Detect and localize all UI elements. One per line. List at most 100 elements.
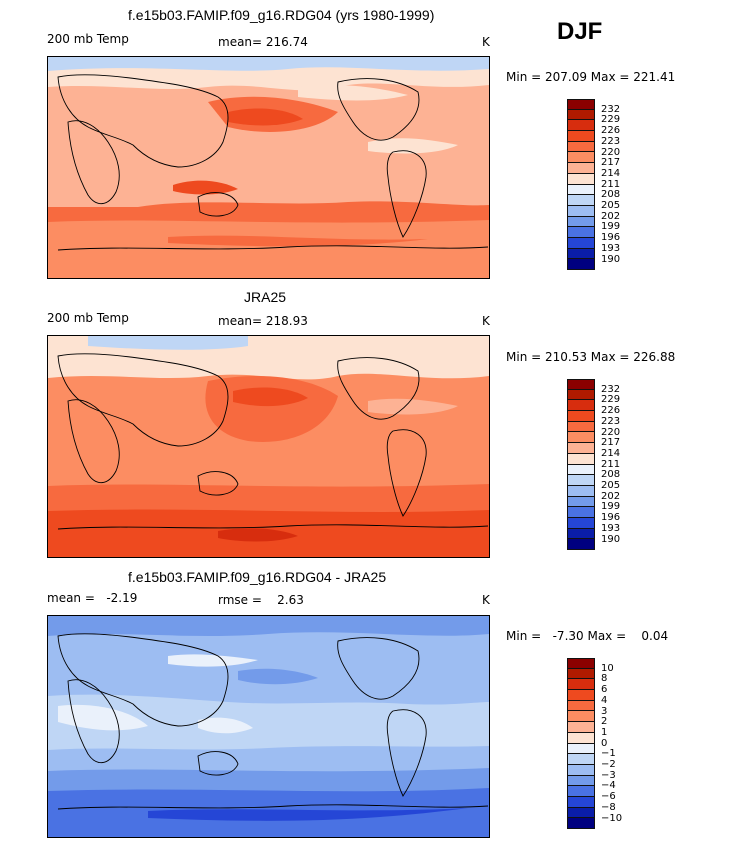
colorbar-tick-label: 208 bbox=[601, 469, 621, 481]
panel-3-units-label: K bbox=[482, 593, 490, 607]
southern-coldest-core bbox=[148, 808, 468, 821]
coast-australia bbox=[197, 471, 239, 496]
colorbar-tick-label: 202 bbox=[601, 490, 621, 502]
colorbar-swatch bbox=[567, 152, 595, 164]
southern-mid-band bbox=[48, 220, 489, 278]
coast-antarctica bbox=[57, 245, 489, 251]
colorbar-swatch bbox=[567, 700, 595, 712]
coast-antarctica bbox=[57, 804, 489, 810]
colorbar-swatch bbox=[567, 690, 595, 701]
coast-south-america bbox=[386, 150, 427, 238]
colorbar-tick-label: 229 bbox=[601, 114, 621, 126]
colorbar-swatch bbox=[567, 679, 595, 691]
panel-2-colorbar-boxes bbox=[567, 379, 595, 550]
coast-eurasia bbox=[57, 633, 229, 727]
colorbar-tick-label: 217 bbox=[601, 437, 621, 449]
panel-1-map-plot bbox=[48, 57, 489, 278]
colorbar-swatch bbox=[567, 443, 595, 454]
colorbar-swatch bbox=[567, 453, 595, 465]
colorbar-tick-label: 199 bbox=[601, 501, 621, 513]
colorbar-tick-label: 205 bbox=[601, 200, 621, 211]
panel-2-map bbox=[47, 335, 490, 558]
colorbar-tick-label: 1 bbox=[601, 726, 608, 738]
panel-1-map bbox=[47, 56, 490, 279]
colorbar-swatch bbox=[567, 389, 595, 401]
panel-2-colorbar: 232 229 226 223 220 217 214 211 208 205 202 199 196 1… bbox=[567, 379, 620, 550]
colorbar-tick-label: 226 bbox=[601, 405, 621, 417]
colorbar-tick-label: 223 bbox=[601, 135, 621, 147]
coastlines bbox=[57, 353, 489, 530]
maritime-continent-warm bbox=[173, 180, 238, 195]
colorbar-tick-label: 229 bbox=[601, 394, 621, 406]
colorbar-tick-label: 196 bbox=[601, 232, 621, 244]
pacific-cold-patch bbox=[238, 668, 318, 685]
colorbar-swatch bbox=[567, 141, 595, 153]
africa-weak-patch bbox=[58, 704, 148, 731]
panel-1-colorbar-boxes bbox=[567, 99, 595, 270]
colorbar-swatch bbox=[567, 796, 595, 808]
southern-jet bbox=[168, 235, 428, 247]
pacific-warm-core bbox=[233, 387, 308, 407]
colorbar-tick-label: 214 bbox=[601, 167, 621, 179]
panel-3-map bbox=[47, 615, 490, 838]
coast-eurasia bbox=[57, 74, 229, 168]
arctic-band bbox=[48, 57, 489, 71]
coastlines bbox=[57, 74, 489, 251]
coastlines bbox=[57, 633, 489, 810]
colorbar-swatch bbox=[567, 184, 595, 196]
southern-hot-core bbox=[218, 528, 298, 542]
colorbar-tick-label: 6 bbox=[601, 684, 608, 696]
season-label: DJF bbox=[557, 18, 603, 45]
panel-1-mean-label: mean= 216.74 bbox=[218, 35, 308, 49]
colorbar-swatch bbox=[567, 539, 595, 550]
colorbar-swatch bbox=[567, 658, 595, 669]
coast-north-america bbox=[337, 637, 420, 700]
colorbar-swatch bbox=[567, 227, 595, 238]
colorbar-tick-label: 202 bbox=[601, 210, 621, 222]
panel-3-mean-label: mean = -2.19 bbox=[47, 591, 138, 605]
colorbar-tick-label: −6 bbox=[601, 791, 616, 803]
colorbar-tick-label: 232 bbox=[601, 103, 621, 115]
colorbar-tick-label: 2 bbox=[601, 716, 608, 728]
colorbar-tick-label: 211 bbox=[601, 178, 621, 190]
arctic-band bbox=[48, 616, 489, 636]
colorbar-swatch bbox=[567, 379, 595, 390]
colorbar-swatch bbox=[567, 421, 595, 433]
tropical-light-band bbox=[48, 694, 489, 750]
panel-1-range-label: Min = 207.09 Max = 221.41 bbox=[506, 70, 676, 84]
colorbar-swatch bbox=[567, 786, 595, 797]
colorbar-swatch bbox=[567, 732, 595, 744]
colorbar-swatch bbox=[567, 237, 595, 249]
colorbar-tick-label: 223 bbox=[601, 415, 621, 427]
colorbar-tick-label: 3 bbox=[601, 705, 608, 717]
panel-3-colorbar: 10 8 6 4 3 2 1 0 −1 −2 −3 −4 −6 −8 −10 bbox=[567, 658, 622, 829]
colorbar-swatch bbox=[567, 722, 595, 733]
colorbar-swatch bbox=[567, 507, 595, 518]
colorbar-tick-label: 10 bbox=[601, 662, 614, 674]
colorbar-tick-label: 217 bbox=[601, 157, 621, 169]
colorbar-swatch bbox=[567, 818, 595, 829]
colorbar-tick-label: 220 bbox=[601, 426, 621, 438]
colorbar-swatch bbox=[567, 400, 595, 412]
colorbar-tick-label: 226 bbox=[601, 125, 621, 137]
colorbar-tick-label: 0 bbox=[601, 737, 608, 749]
coast-africa bbox=[67, 679, 120, 764]
panel-3-title: f.e15b03.FAMIP.f09_g16.RDG04 - JRA25 bbox=[128, 569, 387, 585]
atlantic-cool bbox=[368, 398, 458, 415]
colorbar-tick-label: 190 bbox=[601, 533, 621, 545]
colorbar-swatch bbox=[567, 173, 595, 185]
coast-north-america bbox=[337, 78, 420, 141]
tropical-atlantic-cool bbox=[368, 138, 458, 154]
panel-2-mean-label: mean= 218.93 bbox=[218, 314, 308, 328]
colorbar-swatch bbox=[567, 807, 595, 819]
colorbar-swatch bbox=[567, 259, 595, 270]
colorbar-tick-label: −10 bbox=[601, 812, 623, 824]
coast-north-america bbox=[337, 357, 420, 420]
colorbar-swatch bbox=[567, 411, 595, 422]
colorbar-swatch bbox=[567, 109, 595, 121]
colorbar-swatch bbox=[567, 464, 595, 476]
colorbar-tick-label: 190 bbox=[601, 253, 621, 265]
coast-africa bbox=[67, 399, 120, 484]
colorbar-swatch bbox=[567, 485, 595, 497]
colorbar-tick-label: −8 bbox=[601, 801, 616, 813]
